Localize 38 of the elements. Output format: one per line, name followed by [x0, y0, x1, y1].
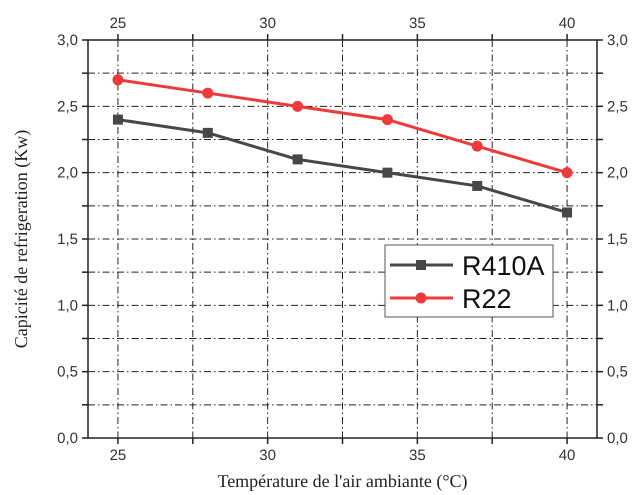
x-tick-label: 35 — [409, 15, 426, 32]
point — [292, 100, 304, 112]
x-axis-title: Température de l'air ambiante (°C) — [217, 471, 468, 491]
x-tick-label: 25 — [110, 15, 126, 32]
point — [382, 168, 392, 178]
point — [472, 180, 482, 191]
point — [202, 128, 213, 138]
y-tick-label: 2,5 — [57, 98, 78, 116]
point — [292, 154, 303, 164]
point — [382, 114, 393, 126]
point — [562, 167, 573, 178]
point — [112, 114, 123, 125]
point — [202, 88, 214, 99]
y-tick-label: 1,0 — [57, 297, 78, 314]
x2-tick-label: 40 — [558, 447, 576, 464]
x2-tick-label: 25 — [110, 447, 126, 464]
x-tick-label: 30 — [259, 15, 276, 32]
x2-tick-label: 30 — [259, 447, 276, 464]
y-tick-label: 2,0 — [57, 164, 78, 182]
y2-tick-label: 1,0 — [607, 297, 628, 314]
x-tick-label: 40 — [558, 15, 576, 32]
y2-tick-label: 3,0 — [607, 32, 628, 49]
y-tick-label: 1,5 — [57, 231, 78, 248]
point — [562, 207, 572, 218]
y-tick-label: 3,0 — [57, 32, 78, 49]
y2-tick-label: 1,5 — [607, 231, 628, 248]
y-axis-title: Capicité de refrigeration (Kw) — [11, 130, 31, 348]
x2-tick-label: 35 — [409, 447, 426, 464]
legend-label: R22 — [462, 284, 512, 314]
legend-label: R410A — [462, 251, 545, 281]
y-tick-label: 0,5 — [57, 364, 78, 381]
y2-tick-label: 0,0 — [607, 430, 628, 447]
y2-tick-label: 2,0 — [607, 164, 628, 182]
y2-tick-label: 2,5 — [607, 98, 628, 116]
y2-tick-label: 0,5 — [607, 364, 628, 381]
point — [112, 74, 124, 86]
y-tick-label: 0,0 — [57, 430, 78, 447]
point — [472, 140, 483, 152]
